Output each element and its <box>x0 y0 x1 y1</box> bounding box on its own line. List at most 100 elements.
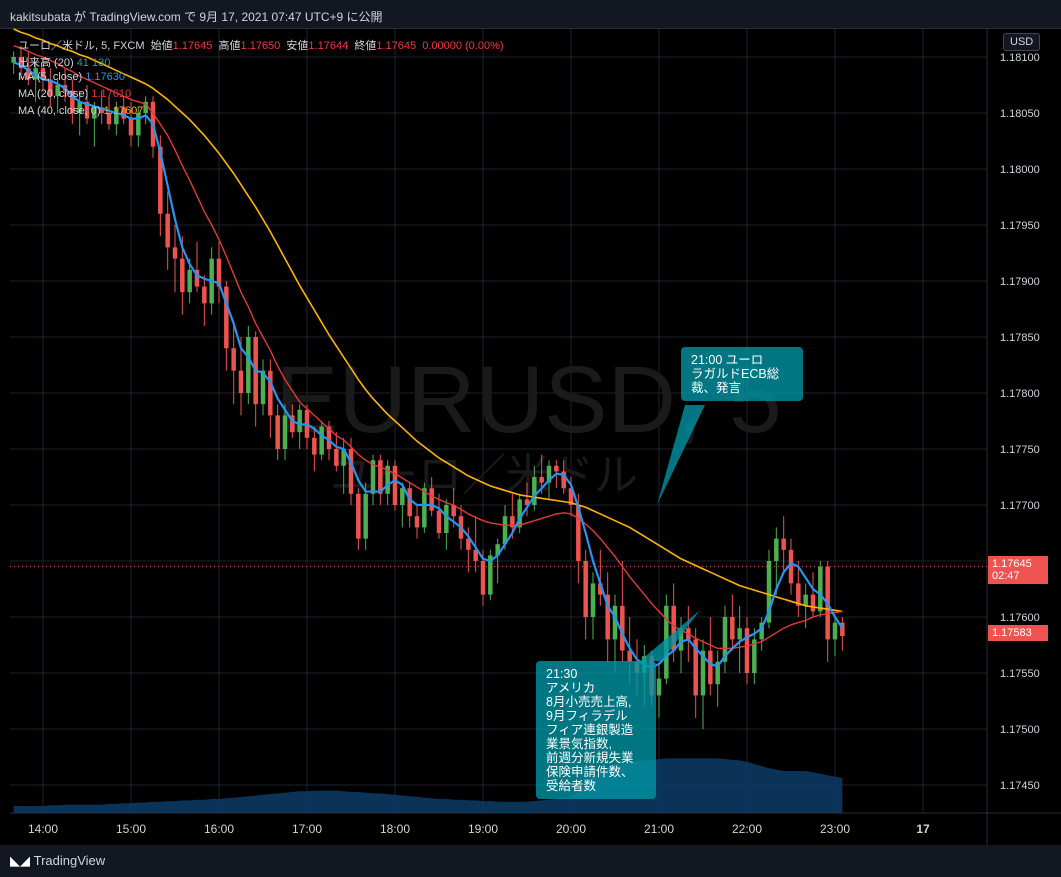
legend-symbol[interactable]: ユーロ／米ドル, 5, FXCM <box>18 40 145 52</box>
candle-body <box>517 499 522 528</box>
ma20-legend-value: 1.17610 <box>91 88 132 100</box>
candle-body <box>598 583 603 595</box>
candle-body <box>737 628 742 640</box>
candle-body <box>436 510 442 533</box>
candle-body <box>40 68 46 80</box>
candle-body <box>678 628 684 651</box>
y-tick-label: 1.17600 <box>1000 612 1040 624</box>
candle-body <box>554 465 559 472</box>
tradingview-logo[interactable]: ◣◢ TradingView <box>10 853 106 868</box>
volume-legend[interactable]: 出来高 (20) 41 130 <box>18 54 110 70</box>
annotation-us-data[interactable]: 21:30 アメリカ 8月小売売上高, 9月フィラデル フィア連銀製造 業景気指… <box>536 661 656 799</box>
candle-body <box>510 516 515 528</box>
candle-body <box>429 488 434 511</box>
candle-body <box>165 213 170 248</box>
candle-body <box>759 622 764 640</box>
y-tick-label: 1.17550 <box>1000 668 1040 680</box>
candle-body <box>480 561 486 595</box>
candle-body <box>326 426 332 449</box>
ma40-legend[interactable]: MA (40, close, 0) 1.17607 <box>18 105 143 117</box>
last-price-tag: 1.17645 02:47 <box>988 556 1048 584</box>
candle-body <box>590 583 596 617</box>
y-tick-label: 1.18000 <box>1000 164 1040 176</box>
candle-body <box>708 650 713 685</box>
candle-body <box>803 594 808 606</box>
ma5-legend[interactable]: MA (5, close) 1.17630 <box>18 71 125 83</box>
candle-body <box>693 639 698 696</box>
candle-body <box>48 79 53 97</box>
y-tick-label: 1.17850 <box>1000 332 1040 344</box>
currency-button[interactable]: USD <box>1003 33 1041 51</box>
candle-body <box>260 370 266 405</box>
y-tick-label: 1.17800 <box>1000 388 1040 400</box>
candle-body <box>268 370 273 416</box>
ma-price-value: 1.17583 <box>992 627 1032 639</box>
candle-body <box>532 477 537 505</box>
candle-body <box>671 605 676 651</box>
candle-body <box>224 286 229 349</box>
watermark-name: ユーロ／米ドル <box>330 450 638 501</box>
candle-body <box>121 107 126 119</box>
candle-body <box>385 465 390 494</box>
candle-body <box>715 661 720 685</box>
y-tick-label: 1.17700 <box>1000 500 1040 512</box>
candle-body <box>414 516 420 528</box>
candle-body <box>539 477 544 483</box>
x-tick-label: 19:00 <box>468 822 498 836</box>
candle-body <box>187 269 192 293</box>
candle-body <box>18 57 24 69</box>
candle-body <box>832 622 838 640</box>
candle-body <box>282 415 288 449</box>
y-tick-label: 1.17500 <box>1000 724 1040 736</box>
candle-body <box>568 488 574 505</box>
chart-background <box>0 29 1061 845</box>
volume-legend-label: 出来高 (20) <box>18 57 74 69</box>
candle-body <box>356 493 361 539</box>
candle-body <box>561 471 566 489</box>
candle-body <box>216 258 222 287</box>
candle-body <box>524 499 530 505</box>
candle-body <box>546 465 552 483</box>
candle-body <box>92 107 97 119</box>
candle-body <box>620 605 625 651</box>
x-tick-label: 22:00 <box>732 822 762 836</box>
x-tick-label: 15:00 <box>116 822 146 836</box>
candle-body <box>297 409 302 433</box>
ohlc-legend: ユーロ／米ドル, 5, FXCM 始値1.17645 高値1.17650 安値1… <box>18 37 504 53</box>
y-tick-label: 1.18100 <box>1000 52 1040 64</box>
candle-body <box>627 650 632 662</box>
annotation-ecb[interactable]: 21:00 ユーロ ラガルドECB総 裁、発言 <box>681 347 803 401</box>
candle-body <box>583 561 588 617</box>
candle-body <box>246 337 251 393</box>
ma20-line <box>13 45 843 650</box>
legend-low: 1.17644 <box>308 40 349 52</box>
volume-legend-values: 41 130 <box>76 57 111 69</box>
x-tick-label: 17 <box>916 822 930 836</box>
candle-body <box>407 488 412 517</box>
candle-body <box>722 617 728 662</box>
candle-body <box>656 678 662 696</box>
publish-text: kakitsubata が TradingView.com で 9月 17, 2… <box>10 10 383 24</box>
legend-close: 1.17645 <box>376 40 417 52</box>
footer-brand: TradingView <box>33 853 106 868</box>
candle-body <box>238 370 244 393</box>
x-tick-label: 20:00 <box>556 822 586 836</box>
y-tick-label: 1.17450 <box>1000 780 1040 792</box>
legend-high: 1.17650 <box>240 40 281 52</box>
ma20-legend[interactable]: MA (20, close) 1.17610 <box>18 88 131 100</box>
candle-body <box>363 493 368 539</box>
ma5-legend-value: 1.17630 <box>85 71 126 83</box>
candle-body <box>473 549 478 561</box>
candle-body <box>348 449 354 494</box>
y-tick-label: 1.18050 <box>1000 108 1040 120</box>
x-tick-label: 23:00 <box>820 822 850 836</box>
ma40-legend-label: MA (40, close, 0) <box>18 105 101 117</box>
candle-body <box>70 90 75 113</box>
candle-body <box>612 605 618 640</box>
x-tick-label: 21:00 <box>644 822 674 836</box>
candle-body <box>231 348 236 371</box>
publish-bar: kakitsubata が TradingView.com で 9月 17, 2… <box>0 0 1061 29</box>
candle-body <box>172 247 178 259</box>
candle-body <box>502 516 508 545</box>
